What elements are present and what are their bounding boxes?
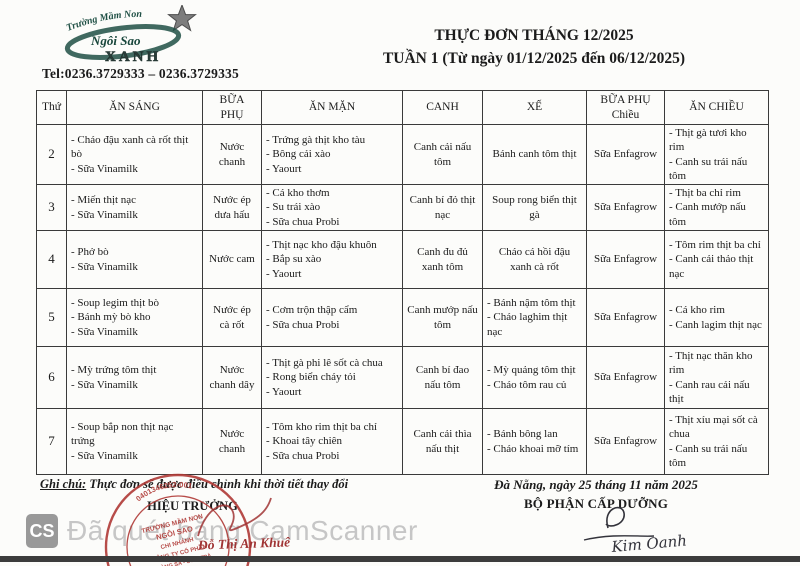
menu-cell-breakfast: - Soup legim thịt bò - Bánh mỳ bò kho - Sữ… (66, 288, 203, 348)
menu-cell-breakfast: - Phở bò - Sữa Vinamilk (66, 230, 203, 290)
menu-cell-dinner: - Thịt gà tươi kho rim - Canh su trái nấu… (664, 123, 769, 186)
menu-cell-soup: Canh cải nấu tôm (402, 123, 483, 186)
menu-cell-afternoon: Cháo cá hồi đậu xanh cà rốt (482, 230, 587, 290)
stamp-id-number: 0401346252-001 (132, 475, 195, 505)
column-header-7: ĂN CHIỀU (664, 90, 769, 125)
menu-row-day-4: 4- Phở bò - Sữa Vinamilk Nước cam - Thịt nạ… (36, 230, 769, 290)
column-header-6: BỮA PHỤ Chiều (586, 90, 665, 125)
menu-cell-soup: Canh bí đỏ thịt nạc (402, 184, 483, 232)
menu-row-day-6: 6- Mỳ trứng tôm thịt - Sữa Vinamilk Nước c… (36, 346, 769, 410)
menu-cell-main: - Thịt nạc kho đậu khuôn - Bắp su xào - Ya… (261, 230, 403, 290)
menu-cell-breakfast: - Mỳ trứng tôm thịt - Sữa Vinamilk (66, 346, 203, 410)
menu-cell-snack_pm: Sữa Enfagrow (586, 230, 665, 290)
menu-cell-snack_pm: Sữa Enfagrow (586, 288, 665, 348)
document-title: THỰC ĐƠN THÁNG 12/2025 TUẦN 1 (Từ ngày 0… (300, 24, 768, 71)
menu-cell-dinner: - Tôm rim thịt ba chỉ - Canh cải thảo thị… (664, 230, 769, 290)
menu-cell-snack_pm: Sữa Enfagrow (586, 184, 665, 232)
menu-cell-snack: Nước chanh (202, 123, 262, 186)
principal-signature-name: Đỗ Thị An Khuê (197, 534, 291, 553)
footnote-text: Thực đơn sẽ được điều chỉnh khi thời tiế… (86, 477, 349, 491)
menu-cell-afternoon: - Mỳ quảng tôm thịt - Cháo tôm rau củ (482, 346, 587, 410)
menu-cell-main: - Trứng gà thịt kho tàu - Bông cải xào - Y… (261, 123, 403, 186)
menu-cell-breakfast: - Miến thịt nạc - Sữa Vinamilk (66, 184, 203, 232)
camscanner-logo-icon: CS (26, 514, 58, 548)
menu-cell-main: - Cơm trộn thập cẩm - Sữa chua Probi (261, 288, 403, 348)
menu-cell-day: 6 (36, 346, 67, 410)
logo-name-line1: Ngôi Sao (90, 33, 141, 48)
principal-signature-flourish (197, 497, 272, 537)
menu-cell-snack: Nước ép cà rốt (202, 288, 262, 348)
menu-cell-day: 3 (36, 184, 67, 232)
menu-table: Thứ ĂN SÁNG BỮA PHỤ ĂN MẶN CANH XẾ BỮA PHỤ Chi… (36, 90, 769, 476)
menu-cell-dinner: - Cá kho rim - Canh lagim thịt nạc (664, 288, 769, 348)
menu-cell-day: 2 (36, 123, 67, 186)
footnote: Ghi chú: Thực đơn sẽ được điều chỉnh khi… (40, 477, 348, 492)
menu-cell-main: - Tôm kho rim thịt ba chỉ - Khoai tây chi… (261, 408, 403, 476)
menu-cell-afternoon: Soup rong biển thịt gà (482, 184, 587, 232)
school-logo: Trường Mầm Non Ngôi Sao XANH (64, 5, 197, 65)
title-line1: THỰC ĐƠN THÁNG 12/2025 (434, 27, 634, 44)
menu-cell-dinner: - Thịt nạc thăn kho rim - Canh rau cải nấ… (664, 346, 769, 410)
principal-title: HIỆU TRƯỞNG (147, 499, 238, 513)
menu-row-day-5: 5- Soup legim thịt bò - Bánh mỳ bò kho - S… (36, 288, 769, 348)
camscanner-watermark-text: Đã quét bằng CamScanner (67, 515, 418, 546)
menu-table-body: 2- Cháo đậu xanh cà rốt thịt bò - Sữa Vin… (36, 123, 769, 476)
menu-cell-soup: Canh bí đao nấu tôm (402, 346, 483, 410)
red-seal-stamp: 0401346252-001 THÀNH PHỐ ĐÀ NẴNG TRƯỜNG … (104, 473, 252, 566)
menu-cell-snack: Nước cam (202, 230, 262, 290)
menu-cell-day: 5 (36, 288, 67, 348)
menu-cell-day: 4 (36, 230, 67, 290)
column-header-1: ĂN SÁNG (66, 90, 203, 125)
column-header-5: XẾ (482, 90, 587, 125)
column-header-3: ĂN MẶN (261, 90, 403, 125)
title-line2: TUẦN 1 (Từ ngày 01/12/2025 đến 06/12/202… (382, 50, 686, 68)
menu-cell-dinner: - Thịt xíu mại sốt cà chua - Canh su trái… (664, 408, 769, 476)
menu-cell-day: 7 (36, 408, 67, 476)
menu-row-day-2: 2- Cháo đậu xanh cà rốt thịt bò - Sữa Vin… (36, 123, 769, 186)
menu-cell-afternoon: - Bánh nậm tôm thịt - Cháo laghim thịt nạ… (482, 288, 587, 348)
menu-cell-snack: Nước ép dưa hấu (202, 184, 262, 232)
logo-name-line2: XANH (105, 49, 161, 65)
menu-cell-afternoon: Bánh canh tôm thịt (482, 123, 587, 186)
scan-bottom-edge (0, 556, 800, 562)
footnote-label: Ghi chú: (40, 477, 87, 491)
menu-cell-main: - Cá kho thơm - Su trái xào - Sữa chua Pro… (261, 184, 403, 232)
menu-cell-main: - Thịt gà phi lê sốt cà chua - Rong biển … (261, 346, 403, 410)
nutrition-department-title: BỘ PHẬN CẤP DƯỠNG (523, 496, 669, 511)
menu-cell-snack: Nước chanh dây (202, 346, 262, 410)
column-header-0: Thứ (36, 90, 67, 125)
menu-cell-snack_pm: Sữa Enfagrow (586, 346, 665, 410)
camscanner-watermark: CS Đã quét bằng CamScanner (26, 514, 418, 548)
menu-cell-snack: Nước chanh (202, 408, 262, 476)
svg-text:0401346252-001: 0401346252-001 (132, 475, 195, 505)
menu-row-day-3: 3- Miến thịt nạc - Sữa Vinamilk Nước ép dư… (36, 184, 769, 232)
menu-row-day-7: 7- Soup bắp non thịt nạc trứng - Sữa Vina… (36, 408, 769, 476)
menu-cell-soup: Canh cải thìa nấu thịt (402, 408, 483, 476)
menu-cell-snack_pm: Sữa Enfagrow (586, 123, 665, 186)
place-date: Đà Nẵng, ngày 25 tháng 11 năm 2025 (494, 477, 698, 492)
menu-cell-dinner: - Thịt ba chỉ rim - Canh mướp nấu tôm (664, 184, 769, 232)
telephone-line: Tel:0236.3729333 – 0236.3729335 (42, 66, 239, 81)
menu-table-header: Thứ ĂN SÁNG BỮA PHỤ ĂN MẶN CANH XẾ BỮA PHỤ Chi… (36, 90, 769, 125)
menu-cell-snack_pm: Sữa Enfagrow (586, 408, 665, 476)
menu-cell-breakfast: - Soup bắp non thịt nạc trứng - Sữa Vinam… (66, 408, 203, 476)
menu-cell-afternoon: - Bánh bông lan - Cháo khoai mỡ tím (482, 408, 587, 476)
menu-cell-soup: Canh mướp nấu tôm (402, 288, 483, 348)
menu-cell-breakfast: - Cháo đậu xanh cà rốt thịt bò - Sữa Vina… (66, 123, 203, 186)
star-icon (167, 5, 197, 32)
department-signature: Kim Oanh (583, 506, 688, 556)
menu-cell-soup: Canh đu đủ xanh tôm (402, 230, 483, 290)
column-header-4: CANH (402, 90, 483, 125)
column-header-2: BỮA PHỤ (202, 90, 262, 125)
